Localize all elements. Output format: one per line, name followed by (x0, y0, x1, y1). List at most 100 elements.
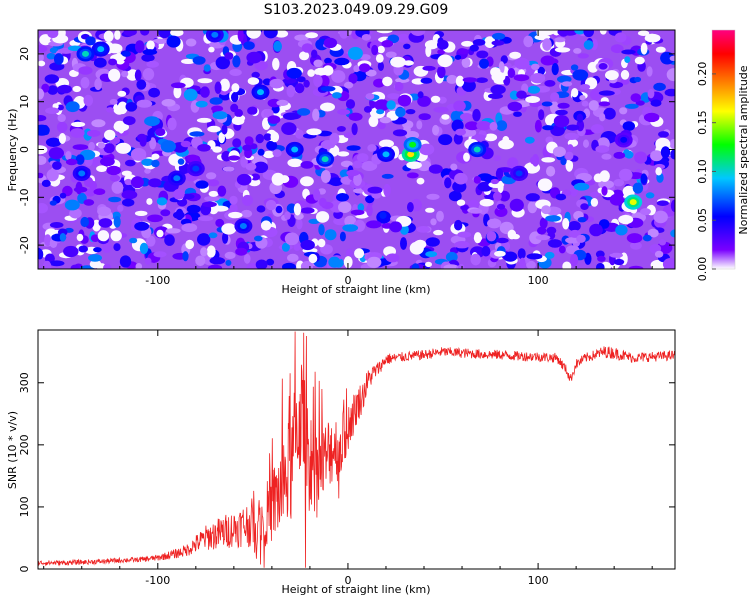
heatmap-x-tick-label: 100 (528, 274, 549, 287)
heatmap-cell (394, 81, 404, 92)
heatmap-cell (498, 139, 514, 150)
heatmap-cell (307, 69, 315, 77)
heatmap-cell (507, 68, 516, 78)
heatmap-cell (339, 231, 346, 242)
heatmap-cell (57, 84, 72, 94)
heatmap-cell (570, 64, 579, 71)
heatmap-hotspot (173, 175, 181, 182)
heatmap-cell (186, 204, 201, 214)
heatmap-cell (195, 180, 209, 189)
heatmap-cell (246, 30, 261, 39)
heatmap-cell (48, 147, 64, 160)
heatmap-cell (669, 139, 675, 149)
heatmap-cell (144, 116, 160, 127)
heatmap-cell (492, 32, 506, 40)
colorbar-label: Normalized spectral amplitude (737, 65, 750, 234)
heatmap-cell (90, 234, 100, 242)
heatmap-cell (613, 258, 625, 266)
heatmap-cell (618, 214, 634, 225)
colorbar: 0.00 0.05 0.10 0.15 0.20 Normalized spectral… (696, 29, 750, 281)
heatmap-cell (146, 235, 156, 247)
heatmap-cell (209, 97, 223, 105)
heatmap-cell (134, 221, 150, 231)
heatmap-cell (272, 57, 280, 71)
heatmap-cell (322, 65, 334, 76)
heatmap-cell (336, 193, 349, 202)
heatmap-cell (484, 133, 498, 142)
heatmap-cell (437, 54, 453, 68)
heatmap-cell (601, 153, 612, 160)
heatmap-cell (647, 228, 659, 238)
heatmap-cell (80, 216, 89, 228)
heatmap-cell (283, 112, 299, 120)
heatmap-cell (450, 109, 465, 123)
heatmap-cell (247, 77, 260, 85)
heatmap-cell (453, 133, 463, 145)
heatmap-cell (266, 140, 278, 151)
heatmap-cell (537, 178, 553, 192)
heatmap-cell (565, 237, 580, 244)
heatmap-cell (343, 256, 353, 269)
heatmap-cell (494, 250, 506, 257)
heatmap-cell (287, 158, 303, 168)
heatmap-hotspot (382, 151, 390, 158)
heatmap-cell (282, 78, 297, 84)
heatmap-cell (49, 222, 64, 228)
heatmap-cell (251, 71, 260, 79)
heatmap-cell (316, 211, 330, 223)
heatmap-cell (293, 203, 302, 216)
heatmap-hotspots (72, 30, 643, 234)
heatmap-cell (564, 132, 579, 140)
heatmap-cell (69, 69, 79, 77)
heatmap-cell (170, 30, 184, 37)
heatmap-cell (224, 52, 234, 60)
heatmap-cell (381, 173, 394, 179)
heatmap-cell (134, 40, 145, 53)
heatmap-cell (460, 205, 469, 211)
heatmap-cell (85, 188, 96, 197)
heatmap-cell (106, 107, 114, 113)
heatmap-cell (38, 88, 45, 100)
heatmap-cell (214, 81, 222, 94)
heatmap-cell (109, 174, 121, 182)
heatmap-cell (329, 147, 337, 155)
heatmap-cell (353, 65, 360, 73)
heatmap-cell (491, 40, 505, 46)
snr-y-tick-label: 0 (18, 566, 31, 573)
snr-panel: -100 0 100 0 100 200 300 Height of straight l… (6, 329, 676, 596)
heatmap-cell (177, 158, 185, 165)
heatmap-cell (343, 132, 355, 139)
heatmap-cell (509, 90, 519, 100)
heatmap-cell (160, 209, 171, 217)
heatmap-hotspot (291, 146, 299, 153)
heatmap-cell (324, 57, 332, 64)
heatmap-cell (645, 192, 655, 199)
heatmap-cell (320, 86, 336, 92)
heatmap-cell (557, 75, 572, 83)
heatmap-cell (403, 43, 411, 50)
heatmap-cell (446, 74, 458, 84)
heatmap-cell (284, 232, 299, 246)
heatmap-cell (345, 99, 356, 109)
heatmap-cell (590, 124, 604, 134)
heatmap-cell (158, 30, 171, 38)
heatmap-cell (454, 172, 468, 185)
heatmap-cell (334, 57, 350, 66)
heatmap-cell (93, 188, 106, 195)
heatmap-cell (530, 73, 546, 84)
heatmap-cell (496, 203, 506, 210)
heatmap-cell (207, 125, 221, 133)
heatmap-cell (473, 235, 483, 241)
heatmap-cell (468, 199, 480, 209)
heatmap-cell (411, 263, 420, 269)
heatmap-cell (630, 241, 642, 250)
heatmap-cell (73, 186, 88, 193)
heatmap-cell (108, 68, 121, 82)
heatmap-cell (125, 102, 138, 112)
heatmap-cell (546, 166, 556, 177)
heatmap-cell (535, 234, 551, 241)
heatmap-cell (385, 253, 400, 263)
heatmap-cell (151, 159, 160, 168)
heatmap-cell (111, 181, 124, 194)
heatmap-cell (281, 242, 290, 252)
